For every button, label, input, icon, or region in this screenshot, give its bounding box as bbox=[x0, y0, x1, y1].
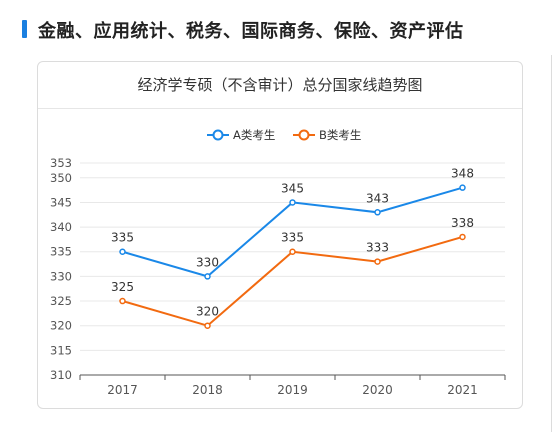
data-label: 333 bbox=[366, 241, 389, 255]
data-label: 330 bbox=[196, 255, 219, 269]
chart-card: 经济学专硕（不含审计）总分国家线趋势图 bbox=[37, 61, 523, 409]
data-point bbox=[119, 248, 126, 255]
x-tick-label: 2019 bbox=[277, 383, 308, 397]
section-title: 金融、应用统计、税务、国际商务、保险、资产评估 bbox=[38, 21, 464, 42]
data-label: 343 bbox=[366, 191, 389, 205]
y-tick-label: 315 bbox=[50, 343, 72, 357]
y-tick-label: 325 bbox=[50, 294, 72, 308]
x-tick-label: 2020 bbox=[362, 383, 393, 397]
data-point bbox=[204, 322, 211, 329]
legend-label: B类考生 bbox=[319, 128, 361, 142]
y-tick-label: 320 bbox=[50, 319, 72, 333]
y-tick-label: 350 bbox=[50, 171, 72, 185]
legend-marker-icon bbox=[298, 129, 310, 141]
legend-item-b[interactable]: B类考生 bbox=[293, 128, 361, 142]
y-tick-label: 345 bbox=[50, 195, 72, 209]
data-label: 345 bbox=[281, 181, 304, 195]
data-point bbox=[459, 233, 466, 241]
data-point bbox=[374, 209, 381, 216]
data-point bbox=[204, 273, 211, 280]
data-label: 325 bbox=[111, 280, 134, 294]
data-point bbox=[289, 199, 296, 206]
data-label: 335 bbox=[111, 231, 134, 245]
data-point bbox=[119, 297, 126, 305]
data-label: 335 bbox=[281, 231, 304, 245]
legend-label: A类考生 bbox=[233, 128, 275, 142]
adjacent-card-edge bbox=[551, 55, 555, 432]
x-tick-label: 2017 bbox=[107, 383, 138, 397]
data-point bbox=[289, 248, 296, 255]
y-tick-label: 330 bbox=[50, 269, 72, 283]
legend-item-a[interactable]: A类考生 bbox=[207, 128, 275, 142]
section-header: 金融、应用统计、税务、国际商务、保险、资产评估 bbox=[0, 0, 555, 60]
data-point bbox=[374, 258, 381, 265]
chart-title: 经济学专硕（不含审计）总分国家线趋势图 bbox=[38, 62, 522, 109]
data-point bbox=[459, 184, 466, 191]
accent-bar bbox=[22, 20, 27, 38]
y-tick-label: 340 bbox=[50, 220, 72, 234]
data-label: 320 bbox=[196, 305, 219, 319]
data-label: 338 bbox=[451, 216, 474, 230]
x-tick-label: 2021 bbox=[447, 383, 478, 397]
y-tick-label: 353 bbox=[50, 156, 72, 170]
legend-marker-icon bbox=[212, 129, 224, 141]
x-tick-label: 2018 bbox=[192, 383, 223, 397]
y-tick-label: 310 bbox=[50, 368, 72, 382]
y-tick-label: 335 bbox=[50, 245, 72, 259]
data-label: 348 bbox=[451, 167, 474, 181]
